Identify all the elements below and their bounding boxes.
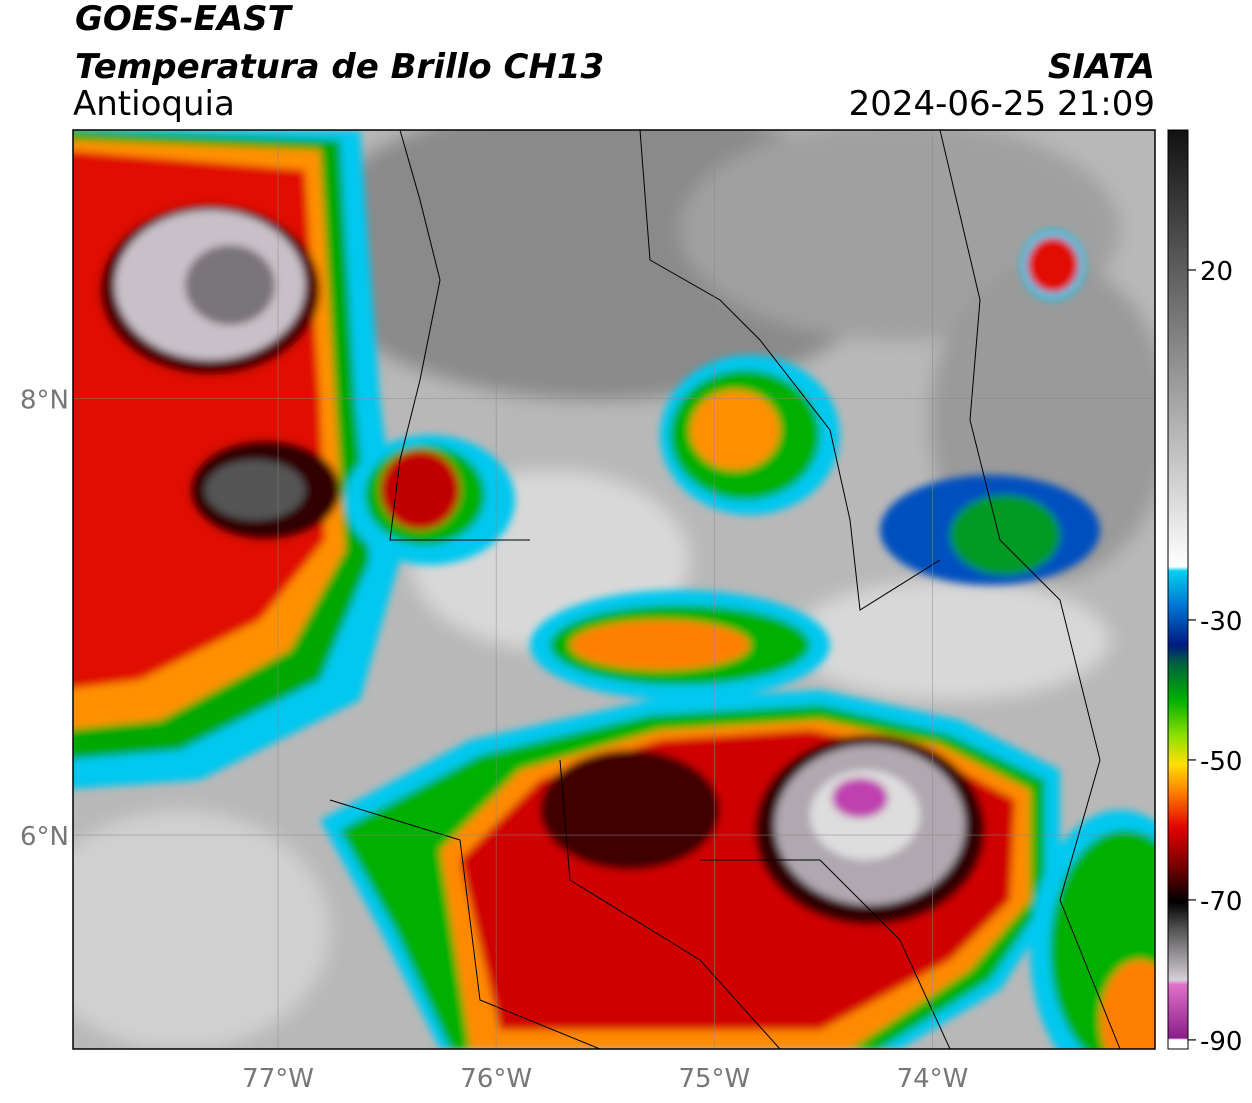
colorbar-tick-label: -50 <box>1200 747 1242 777</box>
lon-tick-label: 74°W <box>897 1064 969 1094</box>
colorbar-tick-label: -90 <box>1200 1027 1242 1057</box>
source: SIATA <box>1048 47 1155 87</box>
colorbar-tick-label: 20 <box>1200 257 1233 287</box>
lat-tick-label: 6°N <box>20 822 69 852</box>
colorbar-tick-label: -30 <box>1200 607 1242 637</box>
colorbar <box>1167 129 1189 1050</box>
satellite-image <box>73 130 1155 1049</box>
subtitle: Temperatura de Brillo CH13 <box>75 47 604 87</box>
timestamp: 2024-06-25 21:09 <box>849 84 1155 124</box>
title: GOES-EAST <box>75 0 294 39</box>
lon-tick-label: 76°W <box>460 1064 532 1094</box>
map-frame <box>72 129 1156 1050</box>
lon-tick-label: 77°W <box>242 1064 314 1094</box>
lon-tick-label: 75°W <box>678 1064 750 1094</box>
region: Antioquia <box>73 84 235 124</box>
colorbar-tick-label: -70 <box>1200 887 1242 917</box>
borders <box>329 130 1121 1049</box>
lat-tick-label: 8°N <box>20 385 69 415</box>
